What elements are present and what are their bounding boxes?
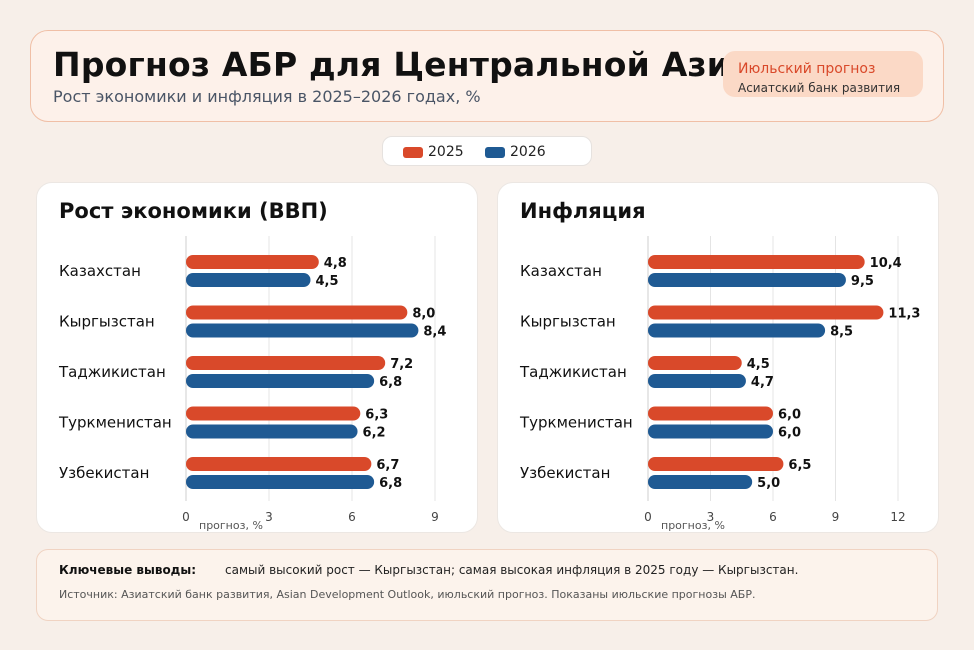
bar-value-label: 4,5 [747, 357, 770, 372]
bar-2025 [648, 356, 742, 370]
chart-legend: 2025 2026 [382, 136, 592, 166]
category-label: Туркменистан [519, 414, 633, 432]
bar-value-label: 11,3 [888, 307, 920, 322]
legend-label-2026: 2026 [510, 144, 546, 160]
bar-value-label: 5,0 [757, 476, 780, 491]
bar-value-label: 6,8 [379, 476, 402, 491]
header-card: Прогноз АБР для Центральной Азии Рост эк… [30, 30, 944, 122]
bar-value-label: 4,8 [324, 256, 347, 271]
inflation-chart-title: Инфляция [520, 199, 646, 223]
bar-2025 [186, 356, 386, 370]
bar-2026 [186, 475, 375, 489]
category-label: Казахстан [520, 262, 602, 280]
bar-2026 [648, 424, 773, 439]
bar-2025 [186, 457, 372, 471]
bar-2025 [186, 255, 319, 269]
bar-value-label: 6,5 [788, 458, 811, 473]
bar-value-label: 4,7 [751, 375, 774, 390]
x-tick-label: 3 [265, 510, 273, 524]
x-tick-label: 6 [769, 510, 777, 524]
key-findings-label: Ключевые выводы: [59, 563, 197, 577]
bar-value-label: 6,2 [363, 426, 386, 441]
bar-2025 [648, 406, 773, 421]
x-axis-label: прогноз, % [661, 519, 725, 532]
x-tick-label: 12 [890, 510, 905, 524]
legend-swatch-2025 [403, 146, 423, 158]
legend-swatch-2026 [485, 146, 505, 158]
bar-2025 [186, 305, 408, 320]
bar-value-label: 6,7 [376, 458, 399, 473]
bar-value-label: 6,3 [365, 408, 388, 423]
bar-2026 [648, 475, 753, 489]
bar-value-label: 10,4 [870, 256, 902, 271]
bar-2025 [648, 255, 865, 269]
x-tick-label: 9 [431, 510, 439, 524]
category-label: Таджикистан [58, 363, 166, 381]
legend-item-2026: 2026 [485, 144, 546, 160]
x-tick-label: 0 [644, 510, 652, 524]
x-tick-label: 6 [348, 510, 356, 524]
bar-value-label: 8,0 [412, 307, 435, 322]
bar-value-label: 6,0 [778, 426, 801, 441]
bar-value-label: 8,4 [423, 325, 446, 340]
bar-value-label: 7,2 [390, 357, 413, 372]
source-note: Источник: Азиатский банк развития, Asian… [59, 588, 756, 601]
bar-2025 [186, 406, 361, 421]
inflation-chart-svg: 0 3 6 9 12 прогноз, % Казахстан 10,4 9,5 Кыргызст… [519, 236, 920, 532]
legend-label-2025: 2025 [428, 144, 464, 160]
gdp-chart-title: Рост экономики (ВВП) [59, 199, 328, 223]
gdp-chart-panel: Рост экономики (ВВП) 0 3 6 9 прогноз, % Казах… [36, 182, 478, 533]
category-label: Казахстан [59, 262, 141, 280]
category-label: Узбекистан [59, 464, 149, 482]
bar-2026 [186, 273, 311, 287]
bar-2026 [648, 323, 826, 338]
bar-value-label: 6,0 [778, 408, 801, 423]
category-label: Таджикистан [519, 363, 627, 381]
bar-value-label: 9,5 [851, 274, 874, 289]
bar-2026 [186, 424, 358, 439]
page-title: Прогноз АБР для Центральной Азии [53, 45, 754, 84]
bar-value-label: 8,5 [830, 325, 853, 340]
bar-value-label: 6,8 [379, 375, 402, 390]
legend-item-2025: 2025 [403, 144, 464, 160]
bar-value-label: 4,5 [316, 274, 339, 289]
badge-title: Июльский прогноз [738, 61, 876, 77]
key-findings-text: самый высокий рост — Кыргызстан; самая в… [225, 563, 799, 577]
gdp-chart-svg: 0 3 6 9 прогноз, % Казахстан 4,8 4,5 Кыргызстан 8… [58, 236, 446, 532]
badge-subtitle: Асиатский банк развития [738, 81, 901, 95]
category-label: Узбекистан [520, 464, 610, 482]
forecast-badge: Июльский прогноз Асиатский банк развития [723, 51, 923, 97]
bar-2025 [648, 457, 784, 471]
bar-2026 [648, 273, 846, 287]
category-label: Кыргызстан [520, 313, 616, 331]
page-subtitle: Рост экономики и инфляция в 2025–2026 го… [53, 87, 481, 106]
x-tick-label: 9 [832, 510, 840, 524]
category-label: Туркменистан [58, 414, 172, 432]
category-label: Кыргызстан [59, 313, 155, 331]
bar-2025 [648, 305, 884, 320]
bar-2026 [186, 374, 375, 388]
bar-2026 [648, 374, 746, 388]
key-findings-card: Ключевые выводы: самый высокий рост — Кы… [36, 549, 938, 621]
bar-2026 [186, 323, 419, 338]
x-axis-label: прогноз, % [199, 519, 263, 532]
x-tick-label: 0 [182, 510, 190, 524]
inflation-chart-panel: Инфляция 0 3 6 9 12 прогноз, % Казахстан 10,4 9,… [497, 182, 939, 533]
x-tick-label: 3 [707, 510, 715, 524]
